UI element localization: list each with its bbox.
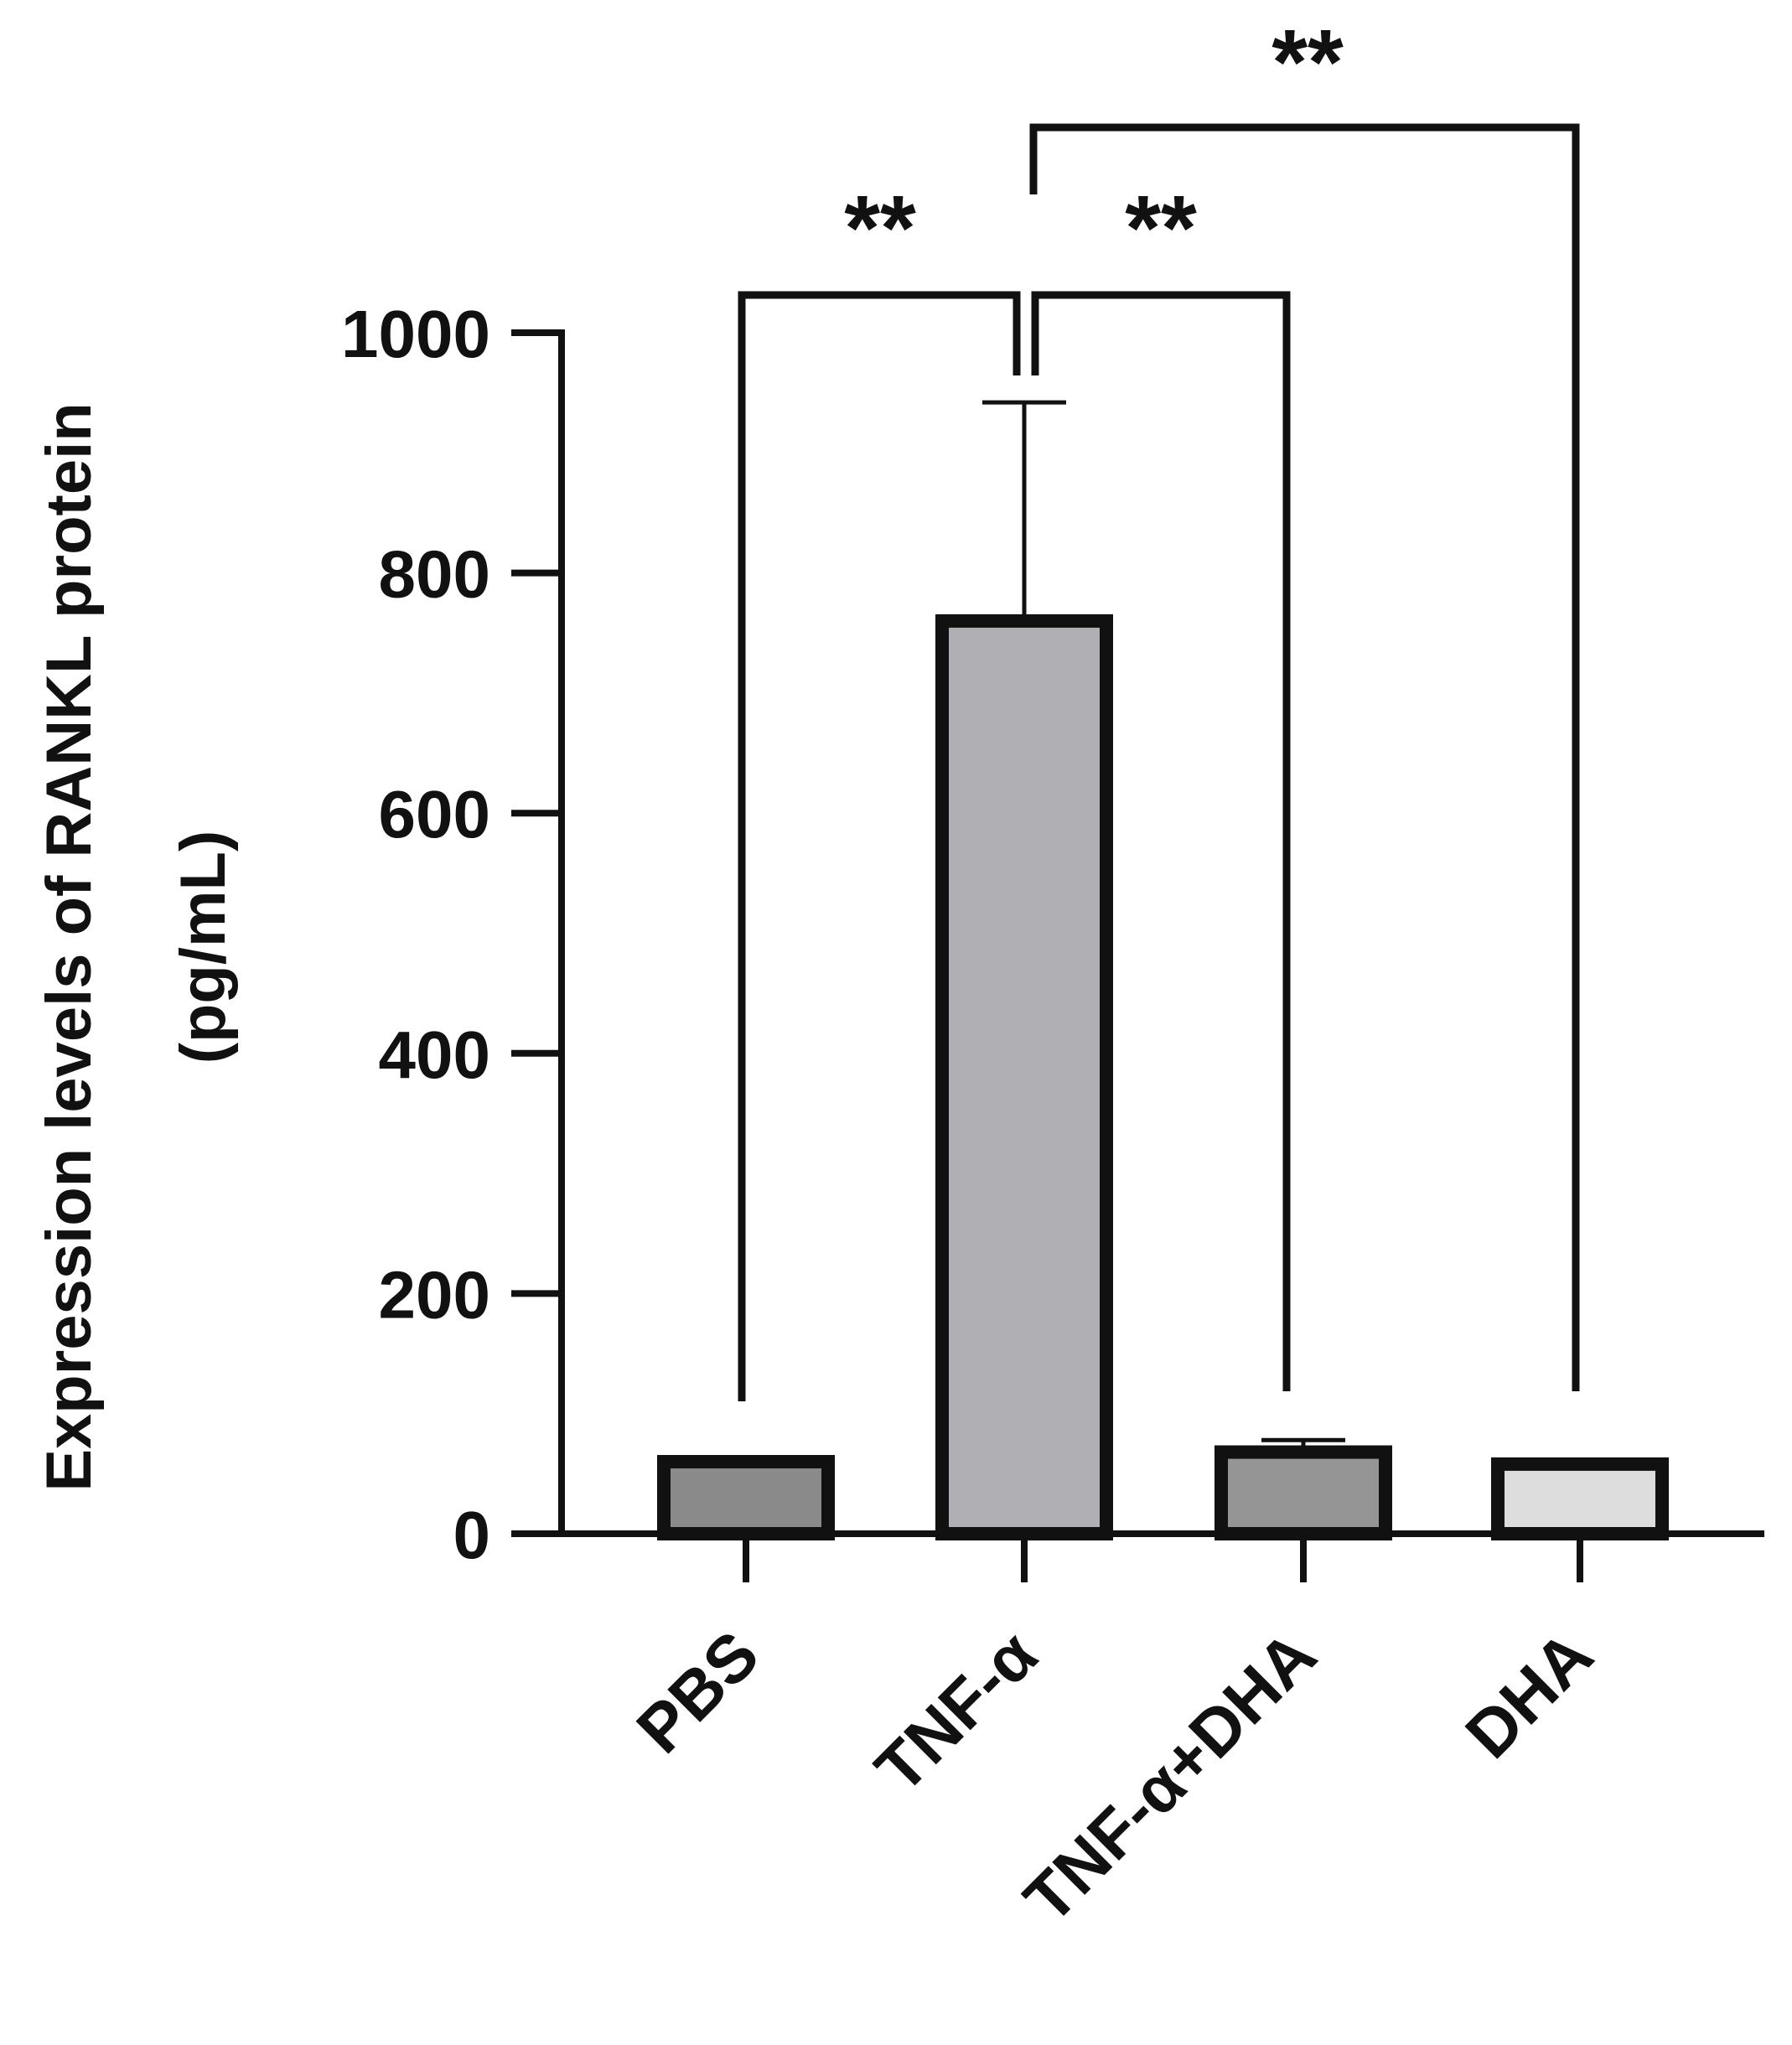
x-category-label: TNF-α bbox=[862, 1617, 1052, 1807]
y-axis-label: Expression levels of RANKL protein bbox=[34, 402, 105, 1491]
y-tick-label: 600 bbox=[379, 777, 490, 852]
significance-label: ** bbox=[844, 177, 916, 280]
x-category-label: TNF-α+DHA bbox=[1010, 1617, 1330, 1937]
x-category-label: DHA bbox=[1452, 1617, 1607, 1772]
bar bbox=[935, 614, 1113, 1540]
y-tick-label: 1000 bbox=[341, 297, 490, 371]
significance-bracket bbox=[1029, 123, 1580, 1391]
bar bbox=[1491, 1457, 1669, 1540]
significance-bracket bbox=[738, 291, 1021, 1401]
bar bbox=[1215, 1445, 1392, 1541]
y-axis-label-unit: (pg/mL) bbox=[168, 831, 239, 1064]
bar bbox=[657, 1455, 835, 1541]
y-tick-label: 400 bbox=[379, 1017, 490, 1092]
y-tick-label: 0 bbox=[453, 1498, 491, 1572]
y-tick-label: 200 bbox=[379, 1257, 490, 1332]
y-tick-label: 800 bbox=[379, 537, 490, 612]
significance-label: ** bbox=[1271, 11, 1344, 114]
x-category-label: PBS bbox=[623, 1617, 773, 1767]
significance-bracket bbox=[1031, 291, 1291, 1391]
significance-label: ** bbox=[1125, 177, 1197, 280]
